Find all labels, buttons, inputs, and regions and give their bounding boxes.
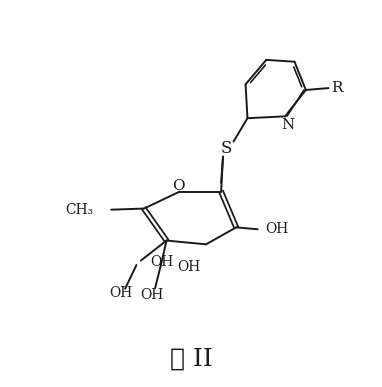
Text: CH₃: CH₃ bbox=[65, 204, 93, 217]
Text: OH: OH bbox=[265, 222, 288, 236]
Text: OH: OH bbox=[151, 255, 174, 269]
Text: 式 II: 式 II bbox=[170, 348, 212, 371]
Text: OH: OH bbox=[140, 288, 163, 302]
Text: O: O bbox=[172, 178, 185, 193]
Text: N: N bbox=[282, 118, 295, 132]
Text: OH: OH bbox=[178, 260, 201, 274]
Text: OH: OH bbox=[110, 286, 133, 300]
Text: R: R bbox=[331, 81, 342, 95]
Text: S: S bbox=[221, 140, 233, 157]
